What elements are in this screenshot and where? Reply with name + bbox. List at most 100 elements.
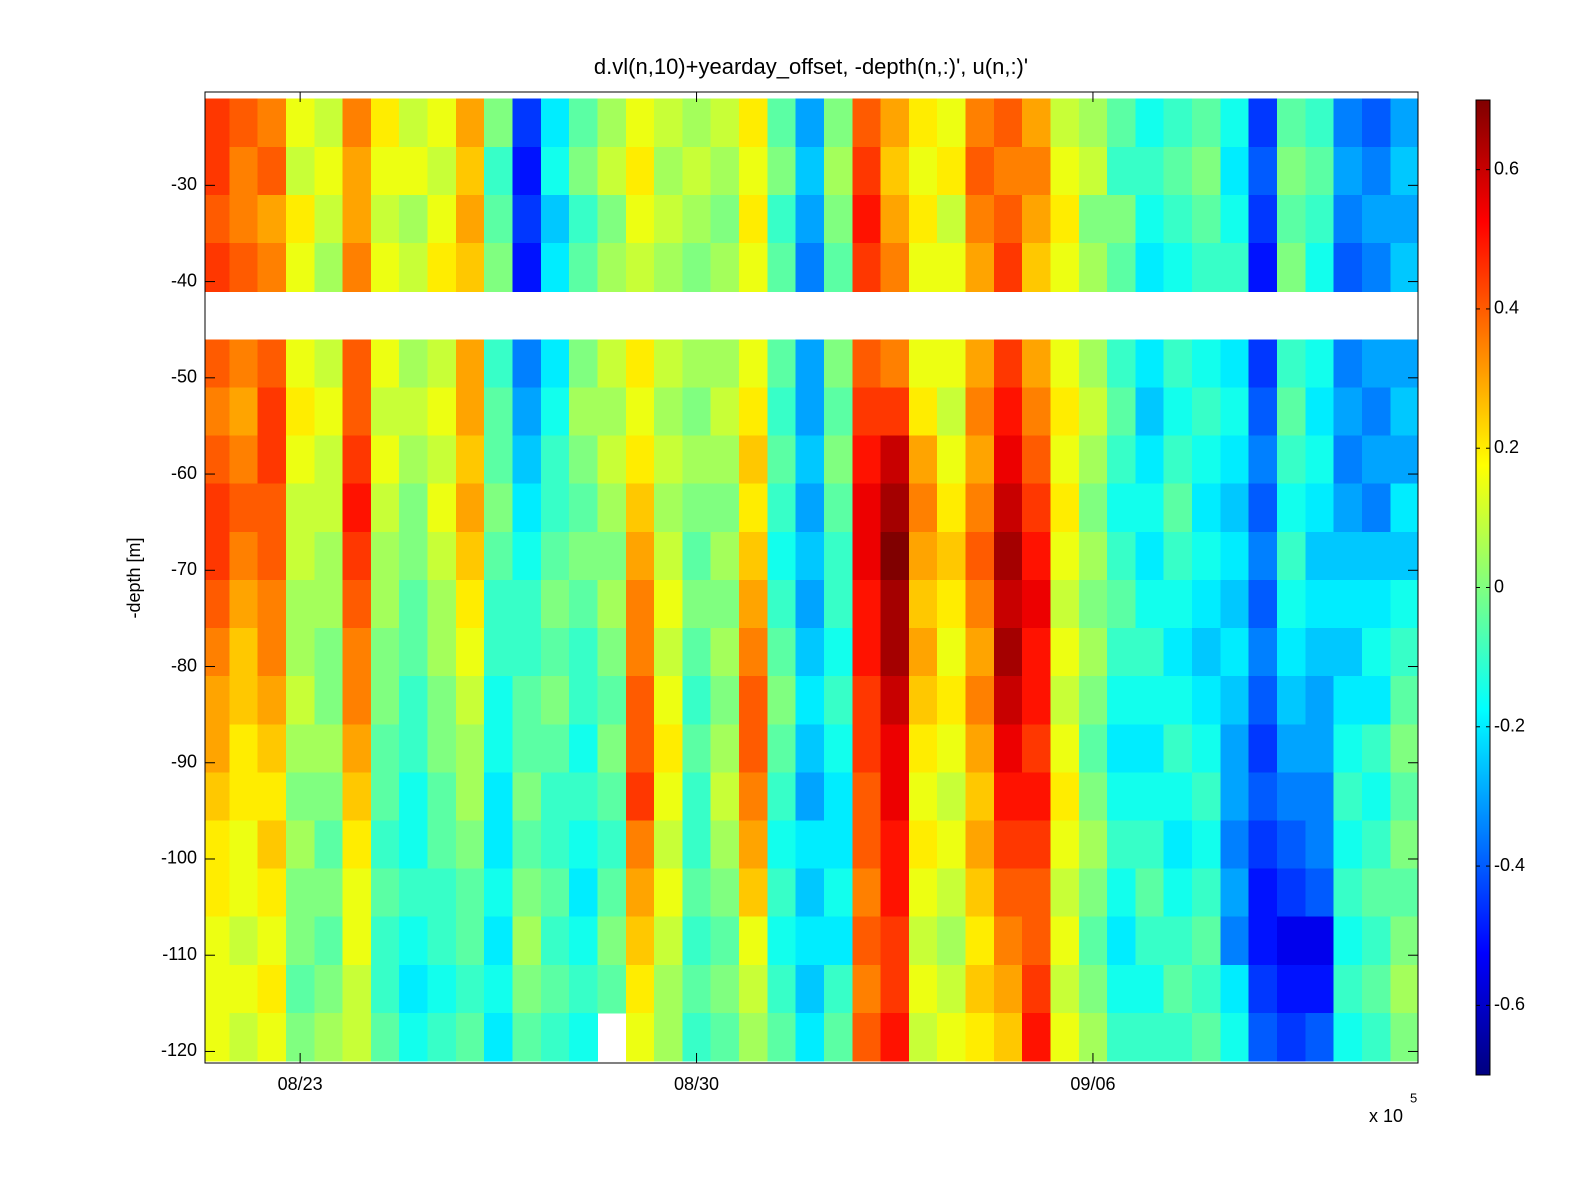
cell xyxy=(1163,1012,1193,1062)
cell xyxy=(1192,868,1221,918)
cell xyxy=(625,387,655,437)
colorbar-tick-label: 0.4 xyxy=(1494,298,1519,318)
cell xyxy=(908,435,938,485)
cell xyxy=(767,868,797,918)
cell xyxy=(965,628,995,677)
cell xyxy=(1192,724,1221,773)
cell xyxy=(880,916,910,966)
cell xyxy=(1333,676,1363,725)
cell xyxy=(852,531,882,581)
cell xyxy=(1135,194,1165,244)
cell xyxy=(314,772,344,822)
cell xyxy=(597,435,627,485)
cell xyxy=(229,1012,259,1062)
cell xyxy=(1135,243,1165,292)
cell xyxy=(569,435,599,485)
cell xyxy=(1050,483,1080,533)
cell xyxy=(682,98,712,148)
cell xyxy=(569,146,599,196)
cell xyxy=(257,483,287,533)
cell xyxy=(455,772,485,822)
cell xyxy=(342,1012,372,1062)
cell xyxy=(937,724,967,773)
cell xyxy=(427,579,457,629)
cell xyxy=(314,146,344,196)
cell xyxy=(285,579,315,629)
cell xyxy=(399,435,429,485)
cell xyxy=(399,98,429,148)
cell xyxy=(1050,772,1080,822)
cell xyxy=(342,916,372,966)
cell xyxy=(1022,339,1052,389)
cell xyxy=(1361,98,1391,148)
cell xyxy=(852,676,882,725)
cell xyxy=(1135,964,1165,1014)
cell xyxy=(569,916,599,966)
cell xyxy=(512,483,542,533)
cell xyxy=(1163,435,1193,485)
cell xyxy=(739,435,768,485)
cell xyxy=(285,387,315,437)
cell xyxy=(908,243,938,292)
cell xyxy=(1022,579,1052,629)
cell xyxy=(399,1012,429,1062)
cell xyxy=(569,243,599,292)
cell xyxy=(257,676,287,725)
cell xyxy=(427,1012,457,1062)
axes-box xyxy=(204,91,1419,1064)
cell xyxy=(205,772,230,822)
cell xyxy=(1333,435,1363,485)
cell xyxy=(1276,916,1306,966)
cell xyxy=(710,868,740,918)
y-tick-label: -30 xyxy=(171,174,197,194)
cell xyxy=(767,98,797,148)
cell xyxy=(852,964,882,1014)
cell xyxy=(710,435,740,485)
y-tick-label: -70 xyxy=(171,559,197,579)
cell xyxy=(1361,483,1391,533)
cell xyxy=(654,483,683,533)
cell xyxy=(739,1012,768,1062)
cell xyxy=(455,628,485,677)
cell xyxy=(569,868,599,918)
cell xyxy=(1078,916,1108,966)
cell xyxy=(285,916,315,966)
cell xyxy=(908,531,938,581)
cell xyxy=(795,339,825,389)
cell xyxy=(908,579,938,629)
cell xyxy=(908,772,938,822)
cell xyxy=(1192,676,1221,725)
cell xyxy=(710,724,740,773)
cell xyxy=(205,531,230,581)
cell xyxy=(1050,579,1080,629)
colorbar-tick-label: 0.2 xyxy=(1494,437,1519,457)
cell xyxy=(654,98,683,148)
cell xyxy=(682,628,712,677)
cell xyxy=(399,868,429,918)
cell xyxy=(1305,820,1335,870)
cell xyxy=(569,579,599,629)
cell xyxy=(625,820,655,870)
cell xyxy=(1192,146,1221,196)
cell xyxy=(682,146,712,196)
cell xyxy=(993,579,1023,629)
cell xyxy=(1192,339,1221,389)
cell xyxy=(1078,964,1108,1014)
cell xyxy=(597,339,627,389)
cell xyxy=(993,916,1023,966)
cell xyxy=(1390,339,1418,389)
chart-title: d.vl(n,10)+yearday_offset, -depth(n,:)',… xyxy=(594,54,1028,79)
cell xyxy=(569,387,599,437)
cell xyxy=(285,243,315,292)
cell xyxy=(880,1012,910,1062)
y-tick-label: -110 xyxy=(162,944,197,964)
cell xyxy=(739,628,768,677)
cell xyxy=(1050,1012,1080,1062)
cell xyxy=(625,98,655,148)
cell xyxy=(739,243,768,292)
cell xyxy=(1135,1012,1165,1062)
cell xyxy=(370,916,400,966)
cell xyxy=(1333,964,1363,1014)
cell xyxy=(965,194,995,244)
cell xyxy=(1050,146,1080,196)
